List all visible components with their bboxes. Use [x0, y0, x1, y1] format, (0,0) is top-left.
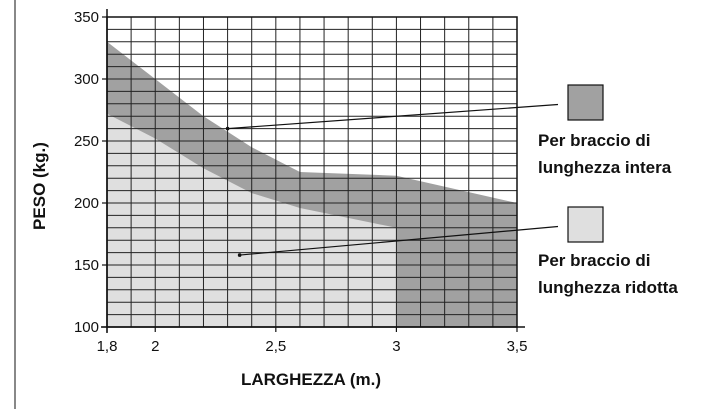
tick-layer: 100 150 200 250 300 350 1,8 2 2,5 3 3,5: [74, 9, 527, 355]
y-axis-title: PESO (kg.): [30, 142, 49, 230]
x-tick-label: 3,5: [507, 338, 528, 355]
legend-leader-dot: [237, 253, 242, 257]
y-tick-label: 150: [74, 257, 99, 274]
x-tick-label: 1,8: [97, 338, 118, 355]
legend-label-line1: Per braccio di: [538, 251, 650, 270]
legend-leader-line: [227, 103, 559, 130]
grid-layer: [106, 16, 518, 328]
y-tick-label: 300: [74, 71, 99, 88]
legend-swatch: [567, 206, 604, 243]
frame-layer: [14, 0, 525, 409]
legend-layer: Per braccio di lunghezza intera Per bracci…: [225, 84, 678, 297]
legend-label-line2: lunghezza ridotta: [538, 278, 678, 297]
x-tick-label: 2: [151, 338, 159, 355]
y-tick-label: 350: [74, 9, 99, 26]
x-tick-label: 2,5: [265, 338, 286, 355]
x-tick-label: 3: [392, 338, 400, 355]
y-tick-label: 250: [74, 133, 99, 150]
x-axis-title: LARGHEZZA (m.): [241, 370, 381, 389]
legend-label-line1: Per braccio di: [538, 131, 650, 150]
area-layer: [107, 41, 517, 328]
legend-label-line2: lunghezza intera: [538, 158, 672, 177]
y-tick-label: 200: [74, 195, 99, 212]
legend-leader-dot: [225, 126, 230, 131]
legend-leader-line: [239, 225, 559, 256]
legend-swatch: [567, 84, 604, 121]
y-tick-label: 100: [74, 319, 99, 336]
